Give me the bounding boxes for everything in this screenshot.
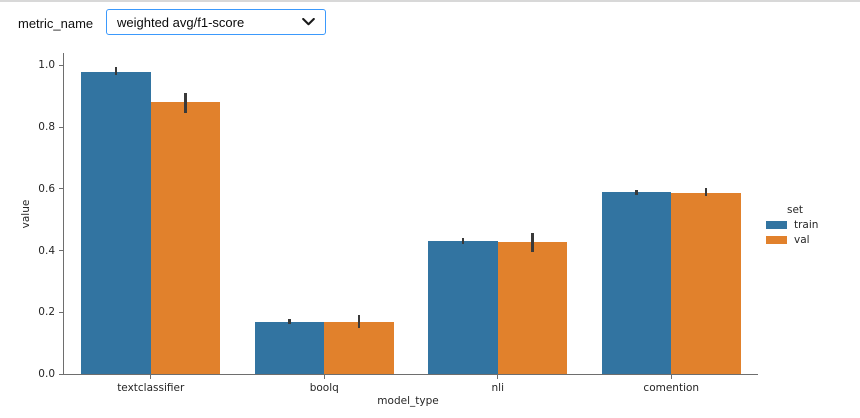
y-tick-mark	[59, 311, 63, 313]
chevron-down-icon	[302, 18, 315, 26]
bar-val-nli	[497, 241, 568, 374]
y-tick-mark	[59, 373, 63, 375]
y-tick-mark	[59, 250, 63, 252]
errorbar-val-boolq	[357, 315, 361, 329]
bar-train-nli	[428, 241, 498, 374]
plot-area: 0.0 0.2 0.4 0.6 0.8 1.0 textclassifier boolq nli…	[0, 40, 860, 418]
legend-label: val	[794, 233, 810, 246]
errorbar-val-comention	[704, 188, 708, 197]
y-axis-spine	[63, 53, 65, 374]
x-axis-title: model_type	[377, 395, 439, 407]
y-tick-label: 0.8	[38, 121, 55, 134]
x-tick-mark	[150, 375, 152, 379]
x-tick-label: textclassifier	[117, 382, 185, 394]
y-axis-title: value	[20, 199, 32, 229]
x-tick-label: comention	[643, 382, 700, 394]
bar-chart: 0.0 0.2 0.4 0.6 0.8 1.0 textclassifier boolq nli…	[0, 40, 860, 418]
y-tick-label: 0.2	[38, 306, 55, 319]
bar-train-boolq	[254, 321, 325, 374]
legend-items: train val	[766, 220, 824, 245]
x-tick-mark	[670, 375, 672, 379]
top-divider	[0, 0, 860, 2]
legend-swatch-val	[766, 235, 787, 244]
x-tick-label: nli	[491, 382, 505, 394]
errorbar-val-nli	[531, 232, 534, 252]
x-tick-mark	[497, 375, 499, 379]
errorbar-train-comention	[635, 190, 638, 195]
metric-name-select[interactable]: weighted avg/f1-score	[106, 9, 326, 35]
x-axis-spine	[63, 374, 758, 376]
bar-val-comention	[671, 192, 741, 374]
legend-title: set	[786, 204, 804, 216]
y-tick-mark	[59, 188, 63, 190]
errorbar-train-textclassifier	[114, 66, 118, 76]
bar-val-textclassifier	[150, 102, 221, 374]
y-tick-label: 0.0	[38, 368, 55, 380]
errorbar-train-nli	[461, 237, 465, 245]
legend: set train val	[766, 204, 824, 245]
y-tick-mark	[59, 126, 63, 128]
y-tick-mark	[59, 64, 63, 67]
y-tick-label: 1.0	[38, 59, 55, 72]
errorbar-val-textclassifier	[184, 92, 187, 114]
bar-val-boolq	[324, 321, 394, 374]
errorbar-train-boolq	[288, 319, 291, 324]
metric-name-label: metric_name	[18, 16, 94, 31]
y-tick-label: 0.4	[38, 244, 55, 257]
legend-label: train	[794, 219, 819, 231]
legend-row-val: val	[766, 233, 824, 246]
bar-train-comention	[601, 191, 672, 374]
metric-select-value: weighted avg/f1-score	[117, 14, 245, 30]
legend-row-train: train	[766, 220, 824, 231]
y-tick-label: 0.6	[38, 182, 55, 195]
legend-swatch-train	[766, 221, 787, 230]
x-tick-mark	[323, 375, 325, 379]
bar-train-textclassifier	[81, 71, 151, 374]
x-tick-label: boolq	[309, 382, 339, 394]
